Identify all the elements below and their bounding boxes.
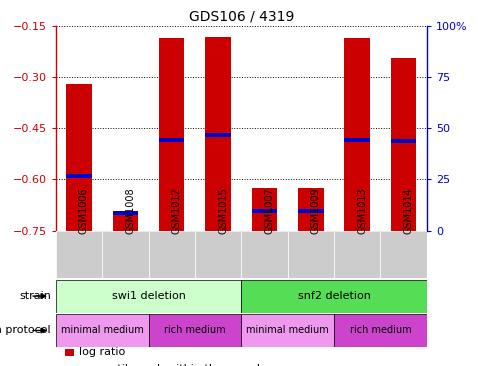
Bar	[56, 231, 102, 278]
Bar	[56, 314, 148, 347]
Bar	[390, 58, 415, 231]
Bar	[148, 231, 195, 278]
Text: GSM1009: GSM1009	[310, 188, 320, 234]
Bar	[148, 314, 241, 347]
Bar	[112, 213, 138, 231]
Bar	[205, 37, 230, 231]
Bar	[333, 314, 426, 347]
Bar	[205, 133, 230, 137]
Bar	[344, 138, 369, 142]
Bar	[112, 211, 138, 215]
Bar	[379, 231, 426, 278]
Text: GSM1007: GSM1007	[264, 188, 274, 234]
Text: growth protocol: growth protocol	[0, 325, 51, 336]
Bar	[195, 231, 241, 278]
Bar	[102, 231, 148, 278]
Text: log ratio: log ratio	[79, 347, 125, 357]
Text: GSM1012: GSM1012	[171, 188, 182, 234]
Text: minimal medium: minimal medium	[60, 325, 143, 336]
Text: rich medium: rich medium	[164, 325, 225, 336]
Bar	[66, 84, 91, 231]
Bar	[287, 231, 333, 278]
Bar	[344, 38, 369, 231]
Bar	[159, 138, 184, 142]
Bar	[333, 231, 379, 278]
Text: GSM1008: GSM1008	[125, 188, 135, 234]
Bar	[159, 38, 184, 231]
Bar	[241, 231, 287, 278]
Bar	[390, 139, 415, 143]
Bar	[56, 280, 241, 313]
Text: GSM1013: GSM1013	[357, 188, 366, 234]
Bar	[251, 209, 277, 213]
Bar	[251, 188, 277, 231]
Text: GSM1015: GSM1015	[218, 188, 227, 234]
Text: rich medium: rich medium	[349, 325, 410, 336]
Title: GDS106 / 4319: GDS106 / 4319	[188, 9, 293, 23]
Bar	[66, 174, 91, 178]
Text: swi1 deletion: swi1 deletion	[111, 291, 185, 301]
Text: snf2 deletion: snf2 deletion	[297, 291, 370, 301]
Bar	[298, 209, 323, 213]
Bar	[241, 314, 333, 347]
Text: GSM1006: GSM1006	[79, 188, 89, 234]
Text: GSM1014: GSM1014	[403, 188, 413, 234]
Bar	[241, 280, 426, 313]
Bar	[298, 188, 323, 231]
Text: percentile rank within the sample: percentile rank within the sample	[79, 364, 266, 366]
Text: minimal medium: minimal medium	[246, 325, 328, 336]
Text: strain: strain	[19, 291, 51, 301]
